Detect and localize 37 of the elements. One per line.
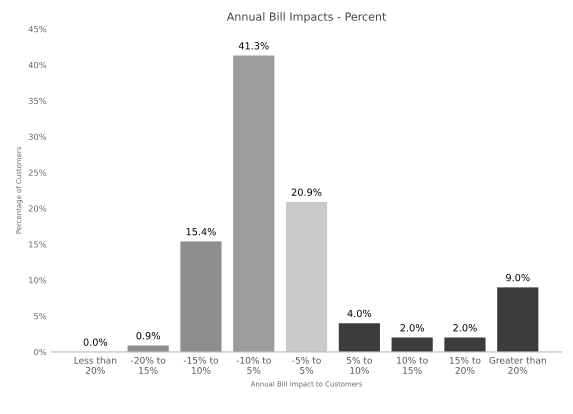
data-label: 2.0% xyxy=(400,324,424,332)
bar xyxy=(497,287,538,352)
bar xyxy=(128,345,169,352)
chart-title: Annual Bill Impacts - Percent xyxy=(226,12,386,23)
data-label: 41.3% xyxy=(238,42,269,50)
x-tick-label: -5% to 5% xyxy=(292,356,321,374)
data-label: 15.4% xyxy=(186,228,216,236)
data-label: 20.9% xyxy=(292,188,322,196)
data-label: 4.0% xyxy=(347,310,372,318)
y-tick-label: 0% xyxy=(34,348,46,356)
y-tick-label: 45% xyxy=(28,26,46,32)
y-tick-label: 25% xyxy=(28,169,46,176)
y-tick-label: 5% xyxy=(34,313,46,320)
y-tick-label: 35% xyxy=(28,98,46,104)
x-tick-label: 15% to 20% xyxy=(450,356,480,374)
bar xyxy=(444,338,486,352)
x-tick-label: -10% to 5% xyxy=(236,356,271,374)
data-label: 9.0% xyxy=(506,274,530,282)
bar xyxy=(233,56,274,352)
data-label: 2.0% xyxy=(453,324,477,332)
bar xyxy=(392,338,433,352)
y-tick-label: 20% xyxy=(28,205,46,212)
y-tick-label: 40% xyxy=(28,62,46,68)
x-tick-label: 5% to 10% xyxy=(346,356,372,374)
data-label: 0.0% xyxy=(84,338,108,346)
y-tick-label: 15% xyxy=(29,241,46,248)
bar xyxy=(286,202,328,352)
x-tick-label: Greater than 20% xyxy=(489,356,546,374)
bar xyxy=(180,241,222,352)
x-tick-label: -15% to 10% xyxy=(184,356,218,374)
x-tick-label: Less than 20% xyxy=(74,356,116,374)
x-tick-label: -20% to 15% xyxy=(130,356,166,374)
x-tick-label: 10% to 15% xyxy=(397,356,428,374)
y-tick-label: 30% xyxy=(28,134,46,140)
data-label: 0.9% xyxy=(136,332,160,340)
y-tick-label: 10% xyxy=(29,277,46,284)
bar xyxy=(338,323,380,352)
